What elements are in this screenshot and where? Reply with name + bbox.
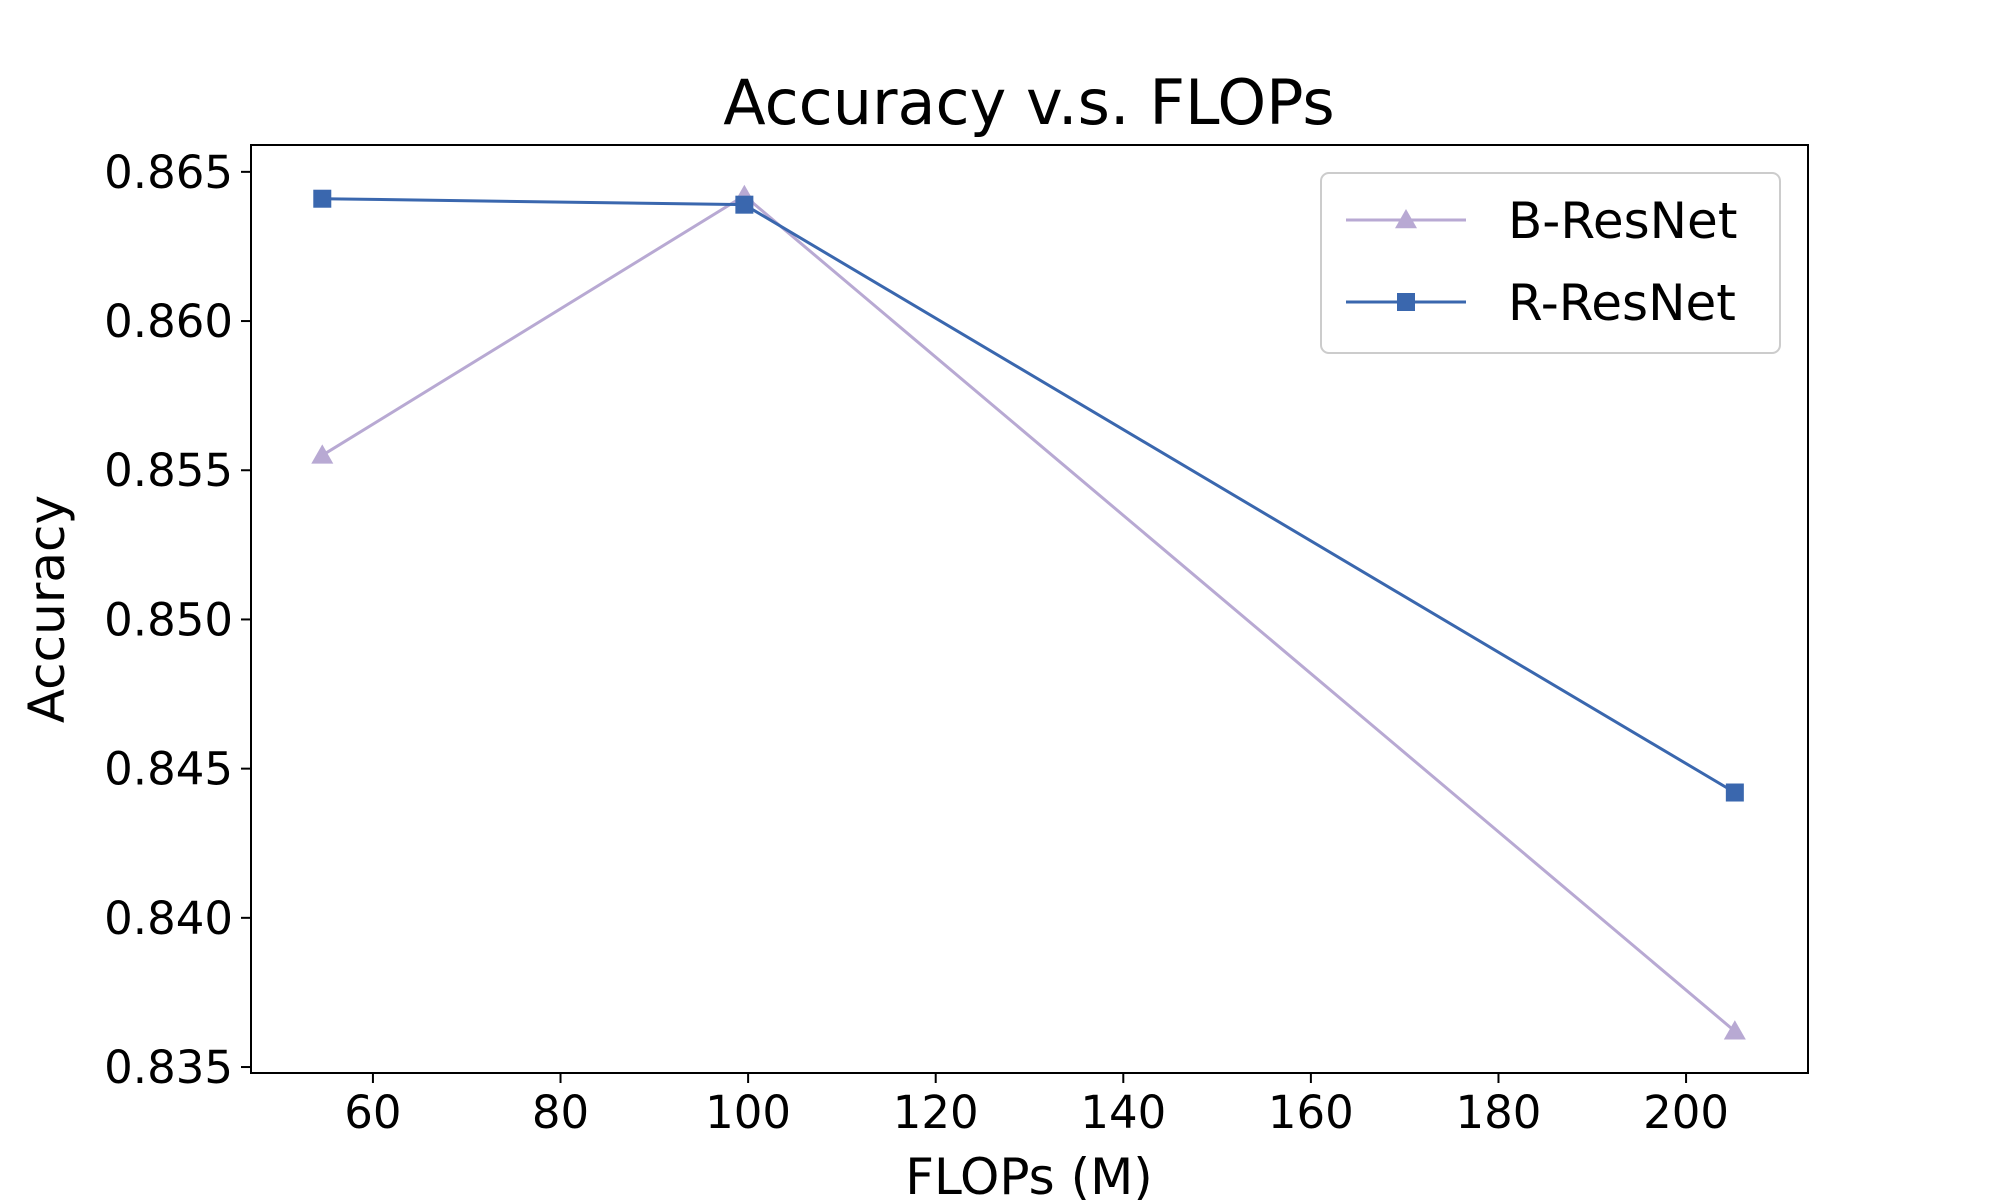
r-resnet-point [313,189,332,208]
plot-frame [250,144,1809,1074]
chart-title: Accuracy v.s. FLOPs [723,66,1334,139]
y-tick-label: 0.855 [104,444,233,497]
b-resnet-point [311,444,334,464]
legend: B-ResNet R-ResNet [1320,172,1781,354]
y-tick-label: 0.845 [104,743,233,796]
y-tick-label: 0.860 [104,295,233,348]
y-axis-ticks: 0.835 0.840 0.845 0.850 0.855 0.860 0.865 [104,146,251,1094]
y-tick-label: 0.835 [104,1041,233,1094]
x-tick-label: 200 [1643,1086,1729,1139]
r-resnet-series [313,189,1744,802]
x-tick-label: 180 [1456,1086,1542,1139]
r-resnet-point [735,195,754,214]
legend-marker-r-resnet [1397,293,1415,311]
legend-frame [1320,172,1781,354]
b-resnet-point [1723,1020,1746,1040]
x-tick-label: 80 [532,1086,589,1139]
legend-marker-b-resnet [1395,209,1417,229]
legend-label-b-resnet: B-ResNet [1508,192,1737,250]
x-tick-label: 140 [1080,1086,1166,1139]
y-tick-label: 0.865 [104,146,233,199]
x-tick-label: 60 [344,1086,401,1139]
y-tick-label: 0.850 [104,593,233,646]
x-tick-label: 160 [1268,1086,1354,1139]
series-layer [311,184,1746,1040]
y-axis-label: Accuracy [18,495,76,723]
y-tick-label: 0.840 [104,892,233,945]
x-axis-ticks: 60 80 100 120 140 160 180 200 [344,1073,1729,1139]
x-tick-label: 120 [893,1086,979,1139]
legend-label-r-resnet: R-ResNet [1508,274,1736,332]
x-tick-label: 100 [705,1086,791,1139]
r-resnet-point [1725,783,1744,802]
x-axis-label: FLOPs (M) [905,1148,1153,1200]
